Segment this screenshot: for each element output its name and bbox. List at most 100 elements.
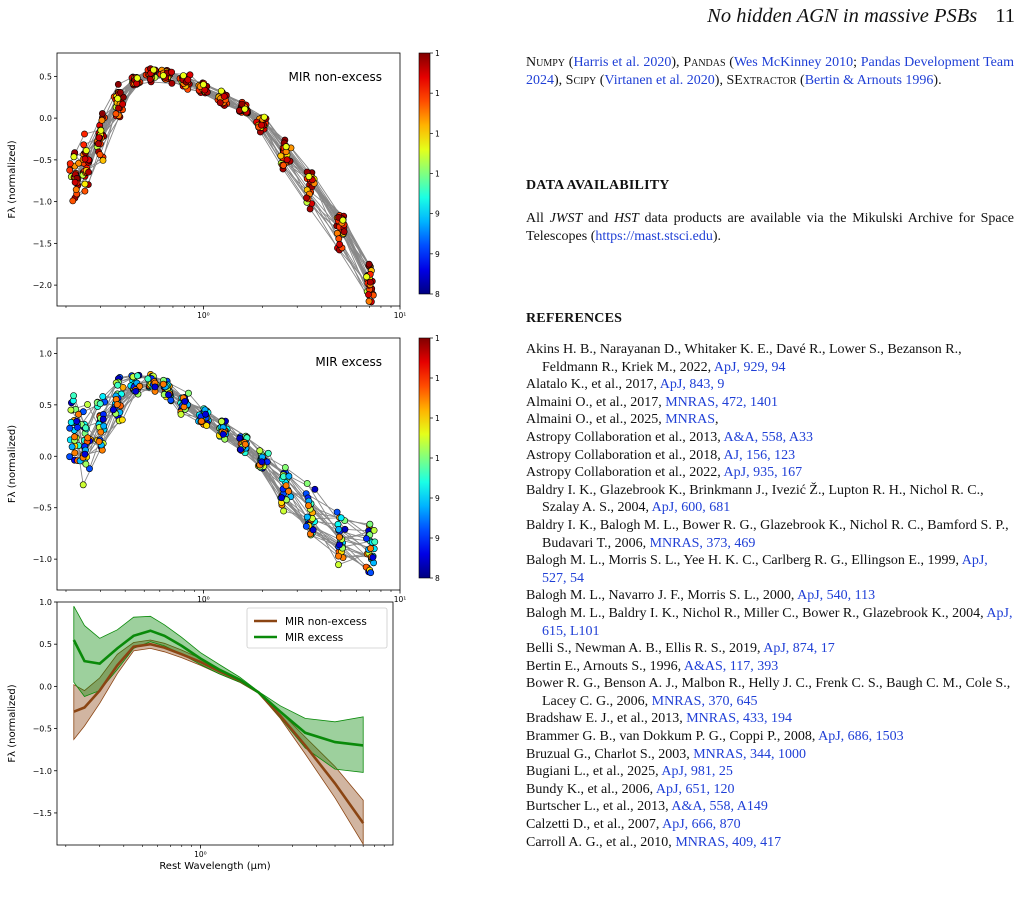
software-pandas: Pandas: [683, 55, 726, 70]
reference-link[interactable]: ApJ, 981, 25: [661, 764, 733, 780]
reference-link[interactable]: ApJ, 929, 94: [713, 359, 786, 375]
reference-link[interactable]: AJ, 156, 123: [723, 447, 796, 463]
y-tick-label: −1.0: [33, 555, 52, 564]
legend-frame: [246, 607, 388, 649]
data-point: [97, 428, 105, 436]
data-point: [369, 554, 377, 561]
data-point: [133, 74, 141, 82]
data-point: [146, 75, 154, 83]
x-tick-label: 10¹: [394, 595, 407, 604]
reference-link[interactable]: ApJ, 651, 120: [655, 781, 735, 797]
data-point: [366, 520, 374, 528]
software-paragraph: Numpy (Harris et al. 2020), Pandas (Wes …: [526, 55, 1014, 88]
running-header: No hidden AGN in massive PSBs 11: [560, 5, 1015, 28]
cite-pandas-2[interactable]: Pandas Development Team 2024: [526, 55, 1014, 88]
cite-sextractor[interactable]: Bertin & Arnouts 1996: [804, 72, 934, 88]
sed-track: [74, 71, 372, 271]
reference-item: Astropy Collaboration et al., 2018, AJ, …: [526, 447, 796, 463]
data-point: [285, 487, 292, 495]
reference-link[interactable]: ApJ, 686, 1503: [818, 729, 904, 745]
data-point: [366, 278, 374, 286]
references-list: Akins H. B., Narayanan D., Whitaker K. E…: [526, 341, 1014, 851]
data-point: [81, 450, 89, 458]
panel-2: 1.0 0.5 0.0 −0.5 −1.0 10⁰ 10¹ Fλ (normalized) MI…: [7, 334, 465, 604]
colorbar-tick-label: 10.5: [435, 414, 440, 423]
colorbar: [418, 337, 431, 579]
data-point: [258, 458, 266, 466]
reference-link[interactable]: MNRAS, 344, 1000: [693, 746, 807, 762]
data-point: [241, 105, 249, 113]
data-point: [75, 159, 83, 167]
reference-item: Bruzual G., Charlot S., 2003, MNRAS, 344…: [526, 746, 807, 762]
data-point: [118, 416, 126, 424]
data-point: [365, 291, 372, 299]
reference-link[interactable]: MNRAS: [665, 412, 715, 428]
y-tick-label: −2.0: [33, 281, 52, 290]
data-point: [198, 417, 205, 425]
plot-frame: [56, 52, 401, 307]
reference-link[interactable]: ApJ, 600, 681: [651, 500, 731, 516]
data-point: [241, 440, 249, 448]
cite-pandas-1[interactable]: Wes McKinney 2010: [733, 55, 854, 70]
data-point: [150, 66, 157, 74]
colorbar: [418, 52, 431, 295]
mast-link[interactable]: https://mast.stsci.edu: [595, 228, 713, 244]
data-point: [70, 153, 78, 161]
data-point: [66, 424, 74, 432]
data-point: [220, 93, 228, 100]
data-point: [82, 147, 90, 154]
reference-link[interactable]: MNRAS, 472, 1401: [665, 394, 778, 410]
data-point: [80, 141, 88, 149]
colorbar-tick-label: 10.0: [435, 454, 440, 463]
colorbar-tick-label: 10.0: [435, 170, 440, 179]
data-point: [95, 438, 103, 445]
data-point: [370, 526, 378, 534]
software-numpy: Numpy: [526, 55, 566, 70]
reference-link[interactable]: ApJ, 666, 870: [662, 817, 741, 833]
data-point: [151, 383, 159, 391]
reference-link[interactable]: MNRAS, 433, 194: [686, 711, 792, 727]
y-tick-label: −0.5: [33, 504, 52, 513]
y-tick-label: −1.5: [33, 239, 52, 248]
reference-link[interactable]: ApJ, 935, 167: [723, 465, 803, 481]
reference-link[interactable]: ApJ, 527, 54: [542, 553, 988, 586]
x-tick-label: 10⁰: [197, 595, 210, 604]
reference-link[interactable]: A&A, 558, A149: [671, 799, 768, 815]
y-tick-label: −0.5: [33, 156, 52, 165]
reference-link[interactable]: A&A, 558, A33: [723, 429, 813, 445]
reference-link[interactable]: ApJ, 874, 17: [763, 641, 835, 657]
data-point: [99, 110, 106, 117]
reference-item: Bradshaw E. J., et al., 2013, MNRAS, 433…: [526, 711, 792, 727]
colorbar-tick-label: 9.0: [435, 250, 440, 259]
data-point: [70, 392, 77, 399]
reference-item: Belli S., Newman A. B., Ellis R. S., 201…: [526, 641, 835, 657]
data-point: [66, 166, 74, 174]
colorbar-tick-label: 8.5: [435, 574, 440, 583]
data-point: [333, 508, 341, 516]
reference-link[interactable]: ApJ, 615, L101: [542, 605, 1013, 639]
reference-link[interactable]: A&AS, 117, 393: [683, 658, 779, 674]
reference-item: Balogh M. L., Morris S. L., Yee H. K. C.…: [526, 553, 988, 586]
reference-link[interactable]: MNRAS, 373, 469: [649, 535, 756, 551]
data-point: [95, 134, 103, 141]
legend-label: MIR excess: [285, 632, 343, 644]
data-point: [132, 387, 140, 395]
figure: 0.5 0.0 −0.5 −1.0 −1.5 −2.0 10⁰ 10¹ Fλ (normaliz…: [0, 40, 465, 906]
colorbar-tick-label: 11.5: [435, 334, 440, 343]
reference-link[interactable]: ApJ, 843, 9: [659, 377, 725, 393]
data-point: [277, 152, 285, 160]
reference-link[interactable]: ApJ, 540, 113: [797, 588, 876, 604]
data-availability-text: All JWST and HST data products are avail…: [526, 211, 1014, 244]
reference-item: Almaini O., et al., 2017, MNRAS, 472, 14…: [526, 394, 778, 410]
data-point: [98, 116, 106, 124]
data-point: [74, 423, 81, 431]
sed-points: [66, 370, 379, 577]
data-point: [79, 481, 87, 489]
cite-scipy[interactable]: Virtanen et al. 2020: [604, 72, 715, 88]
reference-link[interactable]: MNRAS, 409, 417: [675, 834, 782, 850]
data-point: [71, 433, 78, 441]
sed-track: [73, 375, 375, 543]
reference-link[interactable]: MNRAS, 370, 645: [651, 693, 758, 709]
data-point: [95, 140, 102, 148]
cite-numpy[interactable]: Harris et al. 2020: [573, 55, 672, 70]
